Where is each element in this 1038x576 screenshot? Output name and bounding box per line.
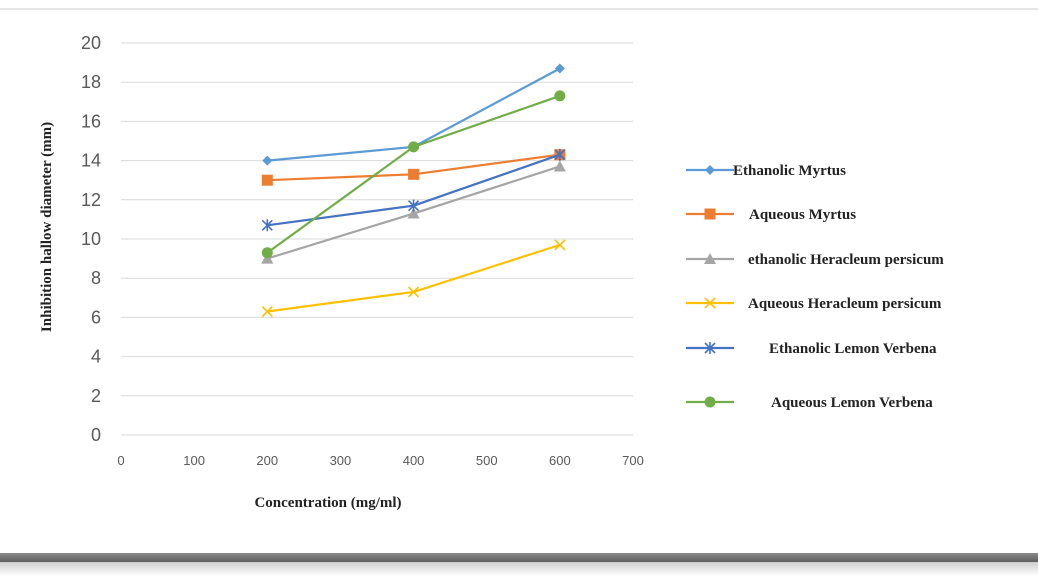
- data-point: [554, 148, 566, 161]
- x-tick-label: 400: [403, 453, 425, 468]
- data-point: [408, 141, 420, 153]
- data-point: [554, 63, 565, 74]
- legend-label: Aqueous Heracleum persicum: [748, 296, 942, 312]
- y-tick-label: 6: [91, 307, 101, 327]
- x-tick-label: 0: [117, 453, 124, 468]
- bottom-border: [0, 553, 1038, 562]
- legend-label: ethanolic Heracleum persicum: [748, 252, 944, 268]
- legend-marker: [704, 297, 716, 309]
- legend-label: Ethanolic Myrtus: [733, 163, 846, 179]
- data-series: [261, 63, 566, 318]
- data-point: [554, 90, 566, 102]
- y-tick-label: 20: [81, 33, 101, 53]
- data-point: [261, 247, 273, 259]
- legend-label: Ethanolic Lemon Verbena: [769, 341, 937, 357]
- x-tick-label: 600: [549, 453, 571, 468]
- legend-marker: [704, 342, 716, 354]
- y-tick-label: 14: [81, 151, 101, 171]
- y-tick-label: 12: [81, 190, 101, 210]
- y-tick-label: 8: [91, 268, 101, 288]
- data-point: [408, 199, 420, 212]
- x-tick-label: 100: [183, 453, 205, 468]
- legend-marker: [704, 253, 716, 264]
- y-tick-label: 10: [81, 229, 101, 249]
- data-point: [407, 207, 420, 219]
- y-tick-labels: 0 2 4 6 8 10 12 14 16 18 20: [81, 33, 101, 445]
- x-tick-labels: 0 100 200 300 400 500 600 700: [117, 453, 643, 468]
- x-axis-title: Concentration (mg/ml): [254, 495, 401, 511]
- legend-item: Ethanolic Myrtus: [686, 163, 846, 179]
- y-tick-label: 18: [81, 72, 101, 92]
- bottom-border-fade: [0, 562, 1038, 576]
- data-point: [408, 168, 420, 180]
- x-tick-label: 500: [476, 453, 498, 468]
- data-point: [261, 219, 273, 232]
- legend-item: Aqueous Heracleum persicum: [686, 296, 942, 312]
- legend-label: Aqueous Lemon Verbena: [771, 395, 933, 411]
- top-divider: [0, 8, 1038, 10]
- legend-item: Aqueous Lemon Verbena: [686, 395, 933, 411]
- y-tick-label: 4: [91, 347, 101, 367]
- legend-item: Aqueous Myrtus: [686, 207, 856, 223]
- data-point: [261, 305, 273, 318]
- legend-marker: [704, 208, 716, 220]
- legend-item: Ethanolic Lemon Verbena: [686, 341, 937, 357]
- legend: Ethanolic Myrtus Aqueous Myrtus ethanolic …: [686, 163, 944, 411]
- y-tick-label: 0: [91, 425, 101, 445]
- data-point: [408, 286, 420, 298]
- y-axis-title: Inhibition hallow diameter (mm): [39, 122, 55, 332]
- legend-marker: [704, 396, 716, 408]
- data-point: [262, 155, 273, 166]
- x-tick-label: 200: [256, 453, 278, 468]
- y-tick-label: 16: [81, 111, 101, 131]
- data-point: [554, 239, 566, 251]
- legend-marker: [705, 165, 715, 175]
- gridlines: [121, 42, 633, 436]
- legend-item: ethanolic Heracleum persicum: [686, 252, 944, 268]
- y-tick-label: 2: [91, 386, 101, 406]
- x-tick-label: 700: [622, 453, 644, 468]
- x-tick-label: 300: [330, 453, 352, 468]
- data-point: [261, 174, 273, 186]
- data-point: [553, 160, 566, 172]
- legend-label: Aqueous Myrtus: [749, 207, 856, 223]
